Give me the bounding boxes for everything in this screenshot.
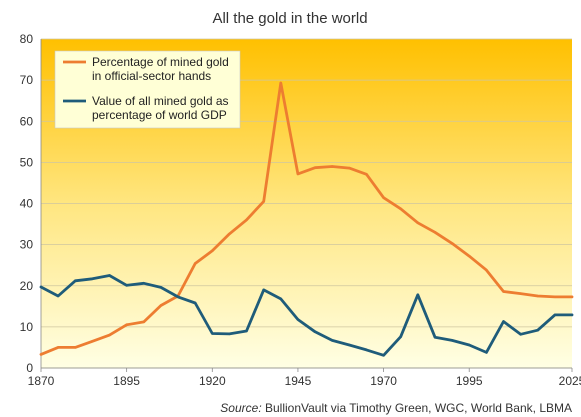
data-point [262, 288, 265, 292]
data-point [296, 172, 300, 176]
data-point [74, 346, 77, 349]
legend-label-2: Value of all mined gold as [92, 94, 229, 108]
series-line-1 [39, 81, 574, 356]
data-point [245, 329, 248, 333]
legend-label-1: Percentage of mined gold [92, 55, 229, 69]
data-point [485, 351, 488, 354]
legend-label-1: in official-sector hands [92, 69, 211, 83]
data-point [450, 339, 454, 342]
x-tick-label: 2025 [559, 374, 581, 388]
data-point [330, 165, 334, 168]
source-note: Source: BullionVault via Timothy Green, … [220, 401, 572, 415]
data-point [365, 348, 368, 352]
series-line-2 [39, 274, 574, 357]
source-label: Source: [220, 401, 261, 415]
data-point [433, 231, 437, 234]
data-point [313, 330, 317, 334]
data-point [468, 254, 471, 258]
data-point [485, 268, 488, 272]
x-tick-label: 1970 [370, 374, 397, 388]
data-point [193, 262, 197, 265]
data-point [416, 293, 420, 296]
data-point [228, 332, 231, 336]
data-point [211, 332, 214, 335]
y-tick-label: 0 [26, 361, 33, 375]
x-tick-label: 1920 [199, 374, 226, 388]
x-tick-label: 1870 [28, 374, 55, 388]
data-point [348, 166, 351, 170]
data-point [330, 339, 334, 342]
data-point [279, 81, 283, 85]
data-point [519, 333, 522, 336]
data-point [365, 173, 368, 176]
data-point [399, 207, 402, 211]
data-point [450, 242, 454, 245]
data-point [382, 354, 385, 357]
y-tick-label: 40 [20, 197, 34, 211]
data-point [125, 284, 128, 287]
data-point [536, 328, 539, 332]
data-point [211, 249, 214, 252]
legend-label-2: percentage of world GDP [92, 108, 227, 122]
data-point [502, 320, 505, 323]
data-point [279, 297, 283, 301]
data-point [74, 279, 77, 283]
source-text: BullionVault via Timothy Green, WGC, Wor… [262, 401, 572, 415]
legend-box [54, 50, 241, 129]
x-tick-label: 1895 [113, 374, 140, 388]
data-point [570, 295, 574, 299]
chart-title: All the gold in the world [212, 10, 367, 27]
data-point [502, 290, 505, 293]
data-point [91, 340, 94, 343]
data-point [193, 301, 197, 305]
data-point [416, 221, 420, 225]
data-point [125, 323, 128, 327]
data-point [433, 335, 437, 339]
data-point [39, 285, 43, 289]
data-point [313, 166, 317, 169]
data-point [382, 196, 385, 199]
data-point [56, 346, 60, 349]
x-tick-label: 1945 [285, 374, 312, 388]
data-point [108, 274, 111, 277]
data-point [108, 333, 111, 337]
data-point [399, 335, 402, 338]
data-point [176, 295, 180, 299]
y-tick-label: 10 [20, 320, 34, 334]
data-point [159, 286, 163, 289]
data-point [159, 304, 163, 307]
data-point [142, 282, 145, 285]
data-point [570, 313, 574, 317]
data-point [468, 343, 471, 347]
data-point [91, 277, 94, 280]
axes: 0 10 20 30 40 50 60 70 80 1870 1895 1920 1945 1970 199… [20, 32, 581, 388]
data-point [142, 320, 145, 324]
series-lines [39, 81, 574, 357]
data-point [553, 295, 557, 299]
data-point [553, 313, 557, 317]
data-point [536, 294, 539, 298]
data-point [56, 294, 60, 298]
x-tick-label: 1995 [456, 374, 483, 388]
data-point [245, 218, 248, 222]
data-point [262, 200, 265, 203]
y-tick-label: 70 [20, 73, 34, 87]
y-tick-label: 50 [20, 155, 34, 169]
y-tick-label: 80 [20, 32, 34, 46]
data-point [348, 343, 351, 347]
y-tick-label: 60 [20, 114, 34, 128]
y-tick-label: 30 [20, 238, 34, 252]
data-point [296, 318, 300, 321]
y-tick-label: 20 [20, 279, 34, 293]
data-point [39, 353, 43, 356]
data-point [228, 232, 231, 236]
data-point [519, 292, 522, 295]
